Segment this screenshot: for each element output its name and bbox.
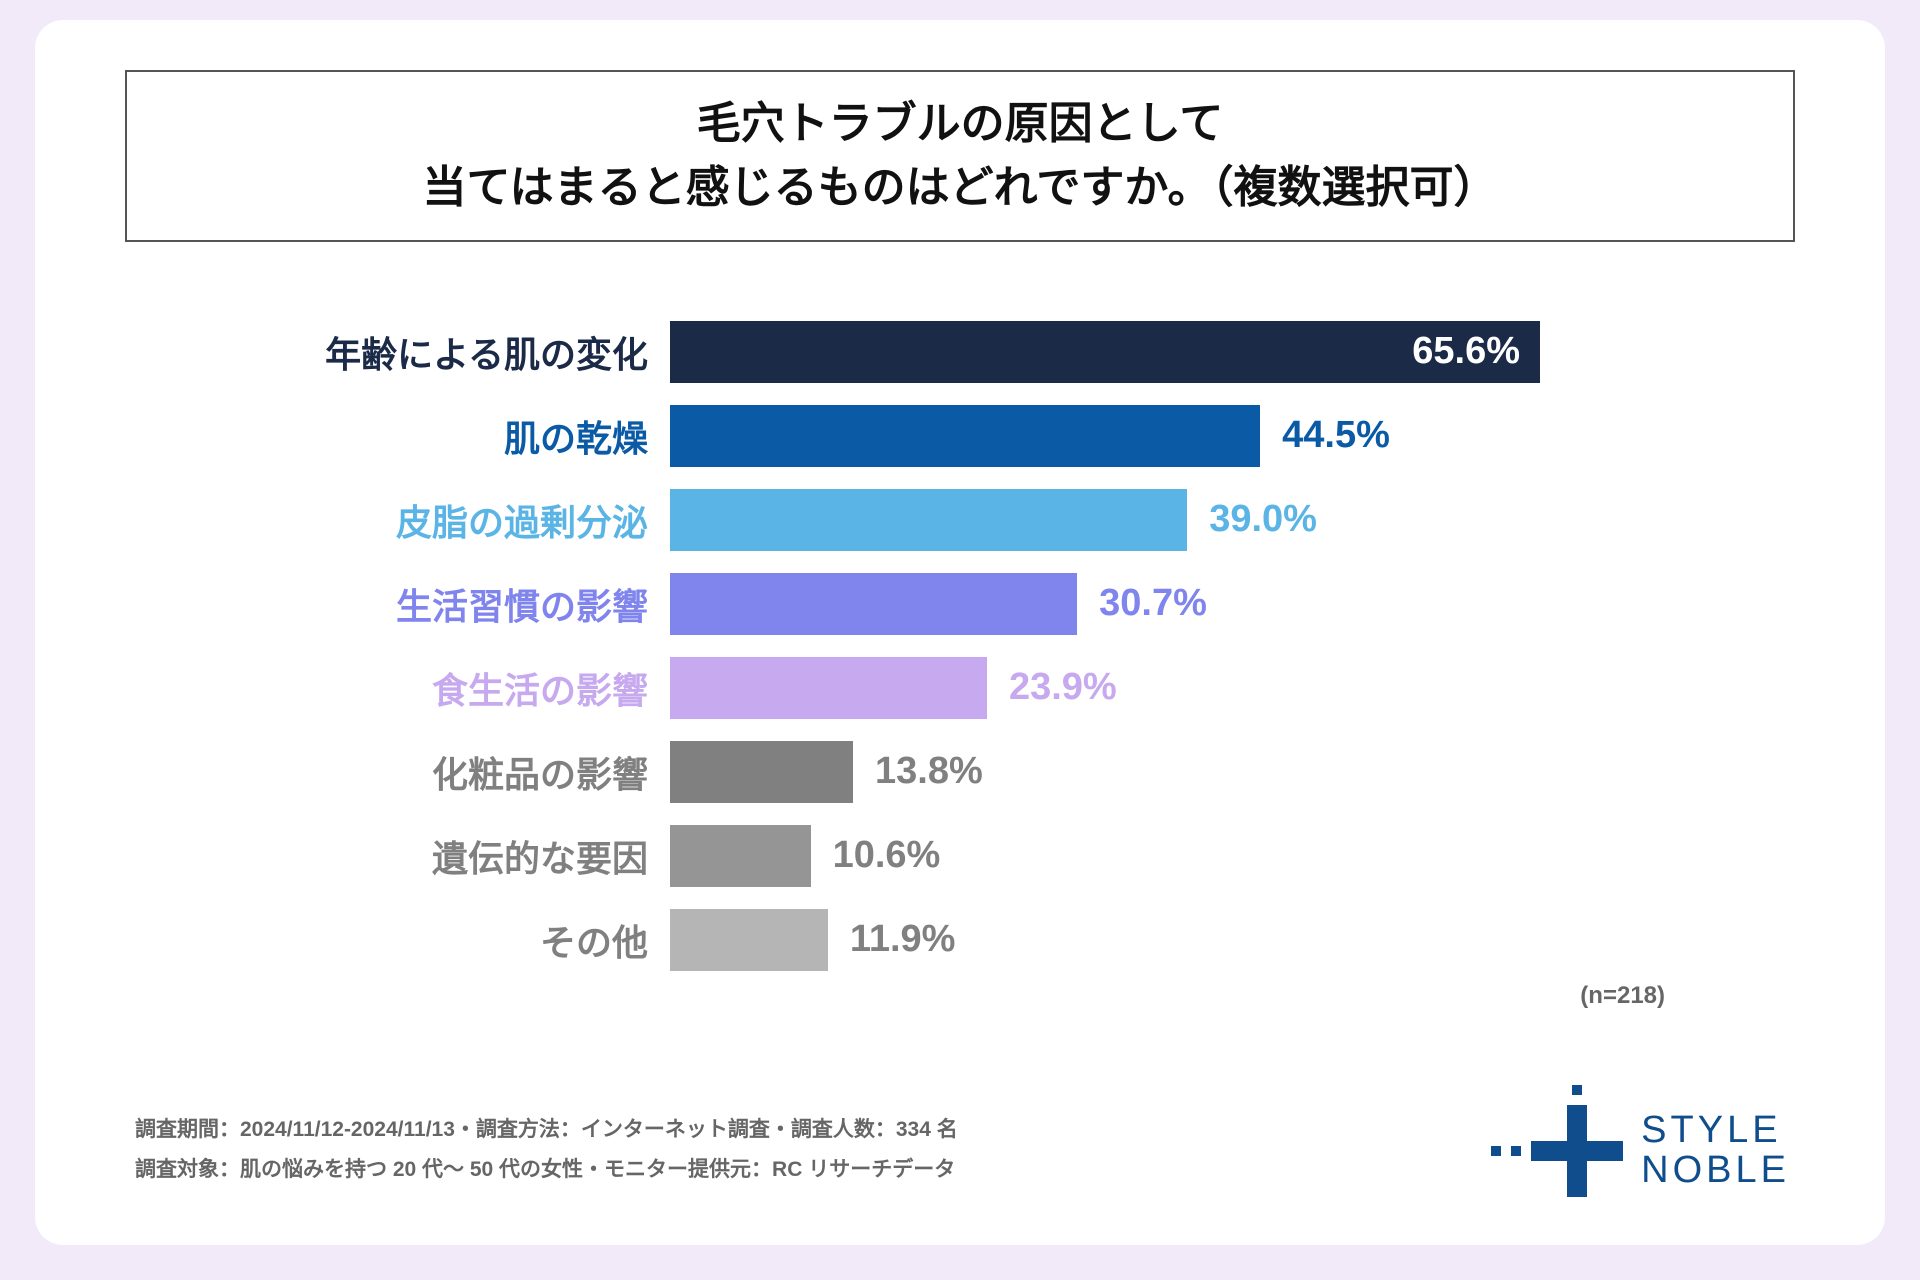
bar xyxy=(670,741,853,803)
bar-wrap: 30.7% xyxy=(670,564,1685,644)
category-label: 生活習慣の影響 xyxy=(235,578,670,630)
category-label: 化粧品の影響 xyxy=(235,746,670,798)
bar-row: 生活習慣の影響 30.7% xyxy=(235,564,1685,644)
footer-line-2: 調査対象：肌の悩みを持つ 20 代～ 50 代の女性・モニター提供元：RC リサ… xyxy=(135,1150,958,1190)
bar-wrap: 10.6% xyxy=(670,816,1685,896)
bar xyxy=(670,489,1187,551)
sample-size-label: (n=218) xyxy=(1580,982,1665,1010)
bar-row: 遺伝的な要因 10.6% xyxy=(235,816,1685,896)
brand-logo-text: STYLE NOBLE xyxy=(1641,1111,1790,1191)
plus-icon xyxy=(1531,1105,1623,1197)
bar-wrap: 44.5% xyxy=(670,396,1685,476)
chart-title-line-1: 毛穴トラブルの原因として xyxy=(157,92,1763,156)
bar-wrap: 11.9% xyxy=(670,900,1685,980)
bar-chart: 年齢による肌の変化 65.6% 肌の乾燥 44.5% 皮脂の過剰分泌 39.0% 生活習慣の… xyxy=(235,312,1685,980)
chart-title-line-2: 当てはまると感じるものはどれですか。（複数選択可） xyxy=(157,156,1763,220)
bar-wrap: 39.0% xyxy=(670,480,1685,560)
footer-line-1: 調査期間：2024/11/12-2024/11/13・調査方法：インターネット調… xyxy=(135,1110,958,1150)
bar-row: 化粧品の影響 13.8% xyxy=(235,732,1685,812)
bar-row: 食生活の影響 23.9% xyxy=(235,648,1685,728)
category-label: 食生活の影響 xyxy=(235,662,670,714)
survey-footer: 調査期間：2024/11/12-2024/11/13・調査方法：インターネット調… xyxy=(135,1110,958,1190)
bar-wrap: 23.9% xyxy=(670,648,1685,728)
bar xyxy=(670,825,811,887)
brand-logo-text-1: STYLE xyxy=(1641,1111,1790,1151)
value-label: 11.9% xyxy=(850,918,956,961)
value-label: 23.9% xyxy=(1009,666,1117,709)
category-label: 遺伝的な要因 xyxy=(235,830,670,882)
brand-logo: STYLE NOBLE xyxy=(1531,1105,1790,1197)
value-label: 44.5% xyxy=(1282,414,1390,457)
category-label: 年齢による肌の変化 xyxy=(235,326,670,378)
value-label: 10.6% xyxy=(833,834,941,877)
chart-card: 毛穴トラブルの原因として 当てはまると感じるものはどれですか。（複数選択可） 年… xyxy=(35,20,1885,1245)
category-label: 皮脂の過剰分泌 xyxy=(235,494,670,546)
value-label: 13.8% xyxy=(875,750,983,793)
bar-row: 年齢による肌の変化 65.6% xyxy=(235,312,1685,392)
bar-row: その他 11.9% xyxy=(235,900,1685,980)
bar-row: 肌の乾燥 44.5% xyxy=(235,396,1685,476)
bar xyxy=(670,321,1540,383)
bar xyxy=(670,405,1260,467)
bar xyxy=(670,909,828,971)
value-label: 65.6% xyxy=(1412,321,1520,383)
chart-title-box: 毛穴トラブルの原因として 当てはまると感じるものはどれですか。（複数選択可） xyxy=(125,70,1795,242)
value-label: 39.0% xyxy=(1209,498,1317,541)
bar-wrap: 65.6% xyxy=(670,312,1685,392)
bar xyxy=(670,573,1077,635)
category-label: その他 xyxy=(235,914,670,966)
brand-logo-text-2: NOBLE xyxy=(1641,1151,1790,1191)
bar xyxy=(670,657,987,719)
bar-row: 皮脂の過剰分泌 39.0% xyxy=(235,480,1685,560)
bar-wrap: 13.8% xyxy=(670,732,1685,812)
category-label: 肌の乾燥 xyxy=(235,410,670,462)
value-label: 30.7% xyxy=(1099,582,1207,625)
